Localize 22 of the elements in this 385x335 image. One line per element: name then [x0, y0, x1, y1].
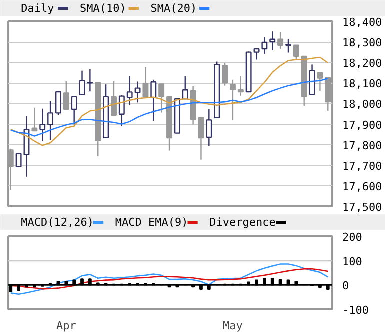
y-tick-label: 17,600: [342, 180, 382, 194]
x-tick-label: May: [223, 320, 244, 332]
legend-label: Daily: [21, 2, 55, 15]
y-tick-label: 18,000: [342, 98, 382, 112]
y-tick-label: 100: [342, 255, 362, 268]
legend-label: SMA(10): [80, 2, 126, 15]
y-tick-label: 18,200: [342, 57, 382, 70]
y-tick-label: 18,100: [342, 78, 382, 91]
y-tick-label: -100: [342, 304, 369, 317]
y-tick-label: 18,400: [342, 16, 382, 29]
y-tick-label: 200: [342, 231, 362, 244]
y-tick-label: 17,800: [342, 139, 382, 152]
y-tick-label: 18,300: [342, 36, 382, 50]
y-tick-label: 17,500: [342, 201, 382, 214]
y-tick-label: 17,900: [342, 118, 382, 132]
legend-label: Divergence: [210, 216, 276, 229]
legend-label: MACD(12,26): [21, 216, 94, 229]
y-tick-label: 0: [342, 280, 350, 293]
x-tick-label: Apr: [56, 320, 77, 332]
legend-label: MACD EMA(9): [115, 216, 188, 229]
y-tick-label: 17,700: [342, 160, 382, 173]
legend-label: SMA(20): [150, 2, 198, 15]
